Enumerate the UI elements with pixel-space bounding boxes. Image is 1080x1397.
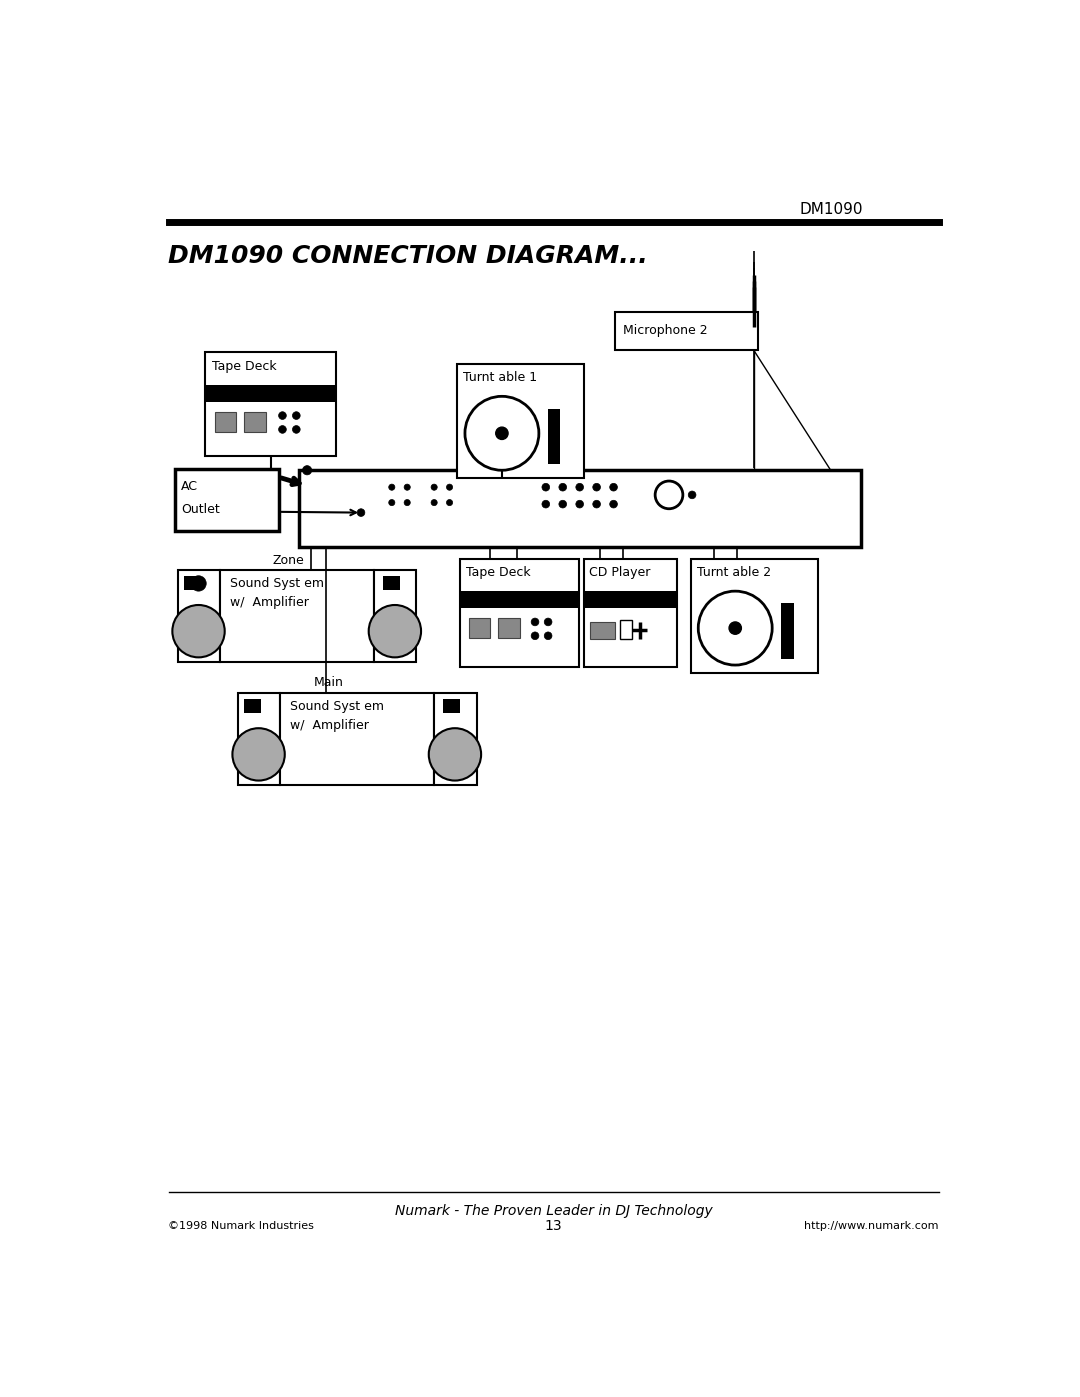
Circle shape	[593, 483, 600, 490]
Text: http://www.numark.com: http://www.numark.com	[804, 1221, 939, 1231]
Bar	[434, 693, 476, 785]
Circle shape	[232, 728, 285, 781]
Text: Outlet: Outlet	[180, 503, 219, 515]
Circle shape	[593, 500, 600, 509]
Text: DM1090: DM1090	[800, 203, 863, 218]
Circle shape	[699, 591, 772, 665]
Text: Tape Deck: Tape Deck	[212, 360, 276, 373]
Circle shape	[688, 490, 696, 499]
Text: CD Player: CD Player	[589, 566, 650, 580]
Circle shape	[357, 509, 365, 517]
Bar	[549, 409, 561, 464]
Circle shape	[544, 617, 552, 626]
Circle shape	[302, 465, 312, 475]
Circle shape	[542, 483, 550, 490]
Text: 13: 13	[544, 1220, 563, 1234]
Bar	[238, 693, 280, 785]
Circle shape	[429, 728, 481, 781]
Bar	[457, 365, 584, 478]
Bar	[498, 617, 519, 638]
Circle shape	[431, 485, 437, 490]
Circle shape	[389, 500, 395, 506]
Circle shape	[531, 631, 539, 640]
Circle shape	[610, 500, 618, 509]
Text: w/  Amplifier: w/ Amplifier	[230, 597, 309, 609]
Bar	[178, 570, 220, 662]
Circle shape	[404, 500, 410, 506]
Circle shape	[576, 500, 583, 509]
Text: Sound Syst em: Sound Syst em	[230, 577, 324, 590]
Circle shape	[446, 485, 453, 490]
Bar	[175, 469, 279, 531]
Circle shape	[293, 426, 300, 433]
Circle shape	[279, 412, 286, 419]
Bar	[584, 559, 677, 666]
Bar	[215, 412, 237, 432]
Text: Sound Syst em: Sound Syst em	[291, 700, 384, 712]
Bar	[244, 412, 266, 432]
Text: Zone: Zone	[272, 553, 305, 567]
Circle shape	[465, 397, 539, 471]
Bar	[280, 693, 434, 785]
Text: Microphone 2: Microphone 2	[623, 324, 707, 338]
Circle shape	[389, 485, 395, 490]
Circle shape	[729, 622, 741, 634]
Bar	[584, 591, 677, 608]
Circle shape	[173, 605, 225, 658]
Circle shape	[404, 485, 410, 490]
Text: AC: AC	[180, 481, 198, 493]
Bar	[244, 698, 261, 712]
Bar	[184, 576, 201, 590]
Bar	[299, 471, 862, 548]
Bar	[205, 352, 336, 457]
Circle shape	[531, 617, 539, 626]
Circle shape	[368, 605, 421, 658]
Circle shape	[293, 412, 300, 419]
Circle shape	[656, 481, 683, 509]
Circle shape	[191, 576, 206, 591]
Bar	[469, 617, 490, 638]
Circle shape	[496, 427, 508, 440]
Bar	[460, 591, 579, 608]
Bar	[383, 576, 401, 590]
Circle shape	[558, 500, 567, 509]
Bar	[460, 559, 579, 666]
Text: Turnt able 2: Turnt able 2	[697, 566, 771, 580]
Bar	[205, 384, 336, 402]
Bar	[444, 698, 460, 712]
Text: Turnt able 1: Turnt able 1	[463, 372, 538, 384]
Text: w/  Amplifier: w/ Amplifier	[291, 719, 369, 732]
Text: Numark - The Proven Leader in DJ Technology: Numark - The Proven Leader in DJ Technol…	[394, 1204, 713, 1218]
Circle shape	[610, 483, 618, 490]
Text: DM1090 CONNECTION DIAGRAM...: DM1090 CONNECTION DIAGRAM...	[168, 244, 648, 268]
Bar	[374, 570, 417, 662]
Bar	[591, 622, 616, 638]
Text: ©1998 Numark Industries: ©1998 Numark Industries	[168, 1221, 314, 1231]
Circle shape	[558, 483, 567, 490]
Circle shape	[544, 631, 552, 640]
Bar	[690, 559, 818, 673]
Circle shape	[446, 500, 453, 506]
Circle shape	[279, 426, 286, 433]
Circle shape	[542, 500, 550, 509]
Text: Tape Deck: Tape Deck	[465, 566, 530, 580]
Circle shape	[576, 483, 583, 490]
Text: Main: Main	[313, 676, 343, 689]
Bar	[620, 620, 632, 638]
Bar	[782, 604, 794, 659]
Bar	[616, 312, 757, 351]
Circle shape	[431, 500, 437, 506]
Bar	[220, 570, 374, 662]
